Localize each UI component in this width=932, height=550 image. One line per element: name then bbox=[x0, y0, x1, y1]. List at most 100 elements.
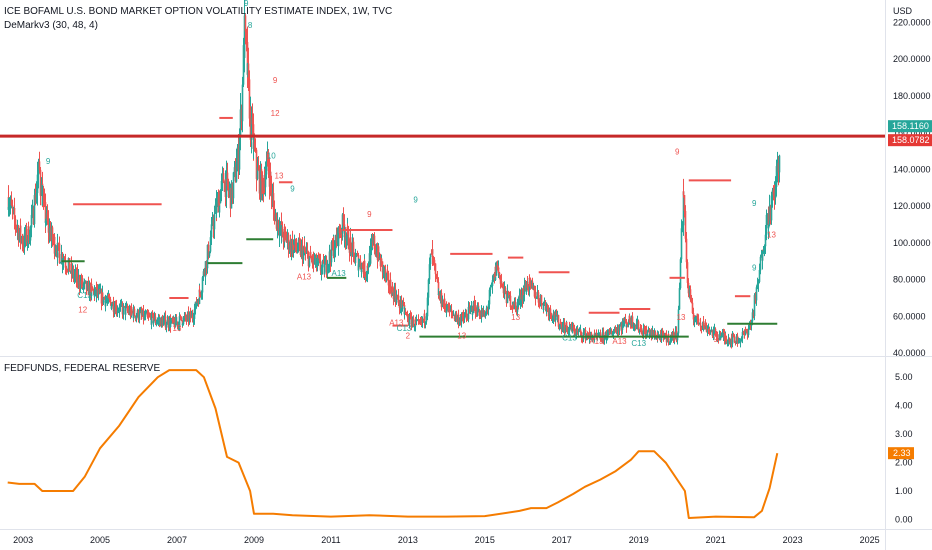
candle-body bbox=[194, 301, 197, 310]
candle-body bbox=[358, 261, 361, 265]
candle-body bbox=[761, 253, 764, 261]
candle-body bbox=[147, 315, 150, 317]
candle-body bbox=[436, 277, 439, 283]
candle-body bbox=[42, 196, 45, 198]
candle-body bbox=[219, 190, 222, 204]
candle-body bbox=[581, 337, 584, 339]
candle-body bbox=[347, 230, 350, 249]
main-chart-title: ICE BOFAML U.S. BOND MARKET OPTION VOLAT… bbox=[4, 6, 393, 17]
candle-body bbox=[559, 322, 562, 324]
candle-body bbox=[61, 262, 64, 264]
candle-body bbox=[464, 313, 467, 316]
candle-body bbox=[303, 245, 306, 251]
candle-body bbox=[324, 259, 327, 265]
candle-body bbox=[99, 290, 102, 294]
candle-body bbox=[73, 274, 76, 277]
candle-body bbox=[207, 244, 210, 257]
candle-body bbox=[228, 189, 231, 192]
candle-body bbox=[373, 235, 376, 250]
candle-body bbox=[654, 332, 657, 339]
candle-body bbox=[275, 213, 278, 229]
candle-body bbox=[620, 324, 623, 330]
candle-body bbox=[346, 226, 349, 231]
x-tick-label: 2023 bbox=[783, 535, 803, 545]
demark-count-label: 12 bbox=[271, 109, 280, 118]
candle-body bbox=[432, 256, 435, 260]
candle-body bbox=[23, 233, 26, 249]
demark-count-label: 12 bbox=[78, 306, 87, 315]
candle-body bbox=[185, 318, 188, 320]
candle-body bbox=[543, 302, 546, 304]
candle-body bbox=[635, 323, 638, 327]
candle-body bbox=[133, 308, 136, 316]
candle-body bbox=[258, 171, 261, 194]
candle-body bbox=[530, 281, 533, 284]
candle-body bbox=[544, 302, 547, 306]
candle-body bbox=[94, 287, 97, 292]
candle-body bbox=[34, 194, 37, 203]
candle-body bbox=[729, 340, 732, 344]
candle-body bbox=[36, 184, 39, 194]
candle-body bbox=[150, 313, 153, 325]
candle-body bbox=[391, 285, 394, 291]
candle-body bbox=[473, 301, 476, 310]
candle-body bbox=[487, 304, 490, 309]
candle-body bbox=[592, 338, 595, 340]
candle-body bbox=[244, 15, 247, 32]
candle-body bbox=[578, 330, 581, 332]
candle-body bbox=[573, 329, 576, 335]
candle-body bbox=[203, 271, 206, 275]
candle-body bbox=[693, 320, 696, 323]
candle-body bbox=[209, 241, 212, 252]
candle-body bbox=[585, 334, 588, 336]
candle-body bbox=[128, 309, 131, 314]
candle-body bbox=[486, 308, 489, 310]
candle-body bbox=[28, 240, 31, 242]
candle-body bbox=[490, 286, 493, 288]
candle-body bbox=[351, 241, 354, 256]
candle-body bbox=[362, 267, 365, 274]
candle-body bbox=[206, 253, 209, 269]
x-tick-label: 2005 bbox=[90, 535, 110, 545]
candle-body bbox=[584, 330, 587, 340]
candle-body bbox=[81, 278, 84, 286]
candle-body bbox=[282, 237, 285, 242]
candle-body bbox=[201, 277, 204, 287]
candle-body bbox=[442, 300, 445, 306]
candle-body bbox=[699, 324, 702, 327]
candle-body bbox=[266, 152, 269, 160]
level-price-tag-bg bbox=[888, 134, 932, 147]
candle-body bbox=[423, 313, 426, 324]
candle-body bbox=[279, 223, 282, 228]
candle-body bbox=[254, 149, 257, 151]
candle-body bbox=[136, 310, 139, 316]
candle-body bbox=[643, 328, 646, 331]
candle-body bbox=[240, 109, 243, 122]
candle-body bbox=[53, 236, 56, 254]
candle-body bbox=[350, 243, 353, 256]
candle-body bbox=[485, 308, 488, 311]
candle-body bbox=[642, 328, 645, 331]
candle-body bbox=[446, 304, 449, 311]
demark-count-label: C13 bbox=[562, 333, 577, 342]
candle-body bbox=[10, 199, 13, 206]
main-y-tick-label: 120.0000 bbox=[893, 201, 931, 211]
candle-body bbox=[308, 256, 311, 267]
candle-body bbox=[569, 324, 572, 329]
candle-body bbox=[742, 331, 745, 334]
candle-body bbox=[234, 167, 237, 182]
candle-body bbox=[426, 297, 429, 308]
candle-body bbox=[492, 274, 495, 281]
candle-body bbox=[116, 311, 119, 313]
x-tick-label: 2009 bbox=[244, 535, 264, 545]
candle-body bbox=[681, 225, 684, 229]
candle-body bbox=[59, 262, 62, 264]
candle-body bbox=[511, 305, 514, 308]
candle-body bbox=[206, 244, 209, 254]
candle-body bbox=[638, 329, 641, 331]
candle-body bbox=[756, 283, 759, 285]
candle-body bbox=[567, 327, 570, 333]
candle-body bbox=[376, 251, 379, 260]
candle-body bbox=[329, 257, 332, 263]
